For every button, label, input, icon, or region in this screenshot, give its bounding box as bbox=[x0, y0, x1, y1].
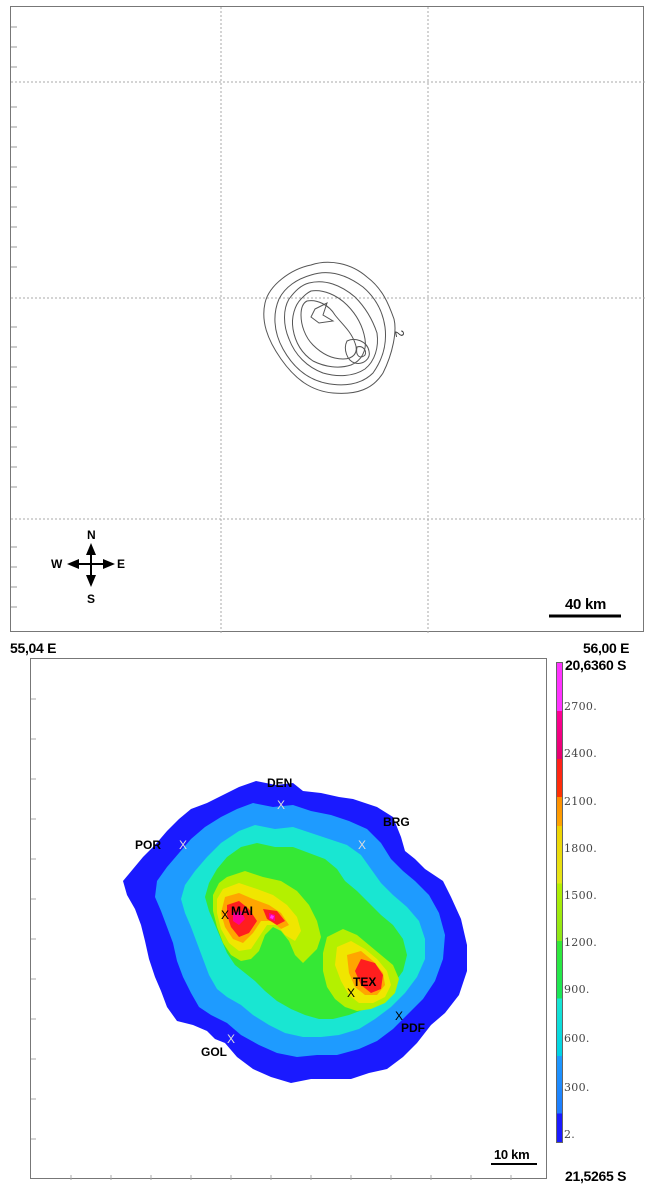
island-contours bbox=[263, 261, 396, 394]
place-label-tex: TEX bbox=[353, 975, 376, 989]
compass-rose: N S W E bbox=[51, 528, 125, 606]
north-latitude-label: 20,6360 S bbox=[565, 657, 627, 673]
elevation-color-bar bbox=[556, 662, 563, 1143]
place-label-gol: GOL bbox=[201, 1045, 227, 1059]
elevation-band-2400 bbox=[233, 911, 275, 925]
legend-label-2700: 2700. bbox=[564, 700, 597, 713]
place-marker-pdf: X bbox=[395, 1009, 403, 1023]
elevation-map: X DEN X BRG X POR X MAI X TEX X PDF X GO… bbox=[30, 658, 547, 1180]
place-label-mai: MAI bbox=[231, 904, 253, 918]
legend-label-2: 2. bbox=[564, 1128, 576, 1141]
elevation-map-canvas: X DEN X BRG X POR X MAI X TEX X PDF X GO… bbox=[31, 698, 537, 1180]
place-markers: X DEN X BRG X POR X MAI X TEX X PDF X GO… bbox=[135, 776, 425, 1059]
place-marker-tex: X bbox=[347, 986, 355, 1000]
compass-north-label: N bbox=[87, 528, 96, 542]
legend-label-300: 300. bbox=[564, 1081, 590, 1094]
place-label-brg: BRG bbox=[383, 815, 410, 829]
legend-label-1500: 1500. bbox=[564, 889, 597, 902]
graticule bbox=[11, 7, 645, 633]
overview-map-canvas: 2 N S W E 40 km bbox=[11, 7, 645, 633]
south-arrow-icon bbox=[86, 575, 96, 587]
elevation-band-2700 bbox=[270, 915, 274, 919]
place-marker-brg: X bbox=[358, 838, 366, 852]
compass-south-label: S bbox=[87, 592, 95, 606]
west-arrow-icon bbox=[67, 559, 79, 569]
elevation-band-1800 bbox=[221, 893, 385, 995]
place-marker-mai: X bbox=[221, 908, 229, 922]
east-longitude-label: 56,00 E bbox=[583, 640, 630, 656]
place-marker-den: X bbox=[277, 798, 285, 812]
legend-label-2100: 2100. bbox=[564, 795, 597, 808]
left-ticks bbox=[11, 26, 17, 608]
legend-label-1800: 1800. bbox=[564, 842, 597, 855]
top-scale-label: 40 km bbox=[565, 596, 606, 613]
elevation-bands bbox=[123, 781, 467, 1083]
legend-label-600: 600. bbox=[564, 1032, 590, 1045]
legend-label-1200: 1200. bbox=[564, 936, 597, 949]
west-longitude-label: 55,04 E bbox=[10, 640, 57, 656]
legend-label-2400: 2400. bbox=[564, 747, 597, 760]
north-arrow-icon bbox=[86, 543, 96, 555]
bottom-scale-label: 10 km bbox=[494, 1147, 529, 1162]
compass-west-label: W bbox=[51, 557, 63, 571]
place-marker-por: X bbox=[179, 838, 187, 852]
elevation-band-2100 bbox=[227, 901, 383, 993]
place-label-pdf: PDF bbox=[401, 1021, 425, 1035]
place-label-por: POR bbox=[135, 838, 161, 852]
place-marker-gol: X bbox=[227, 1032, 235, 1046]
frame-ticks bbox=[31, 698, 512, 1180]
south-latitude-label: 21,5265 S bbox=[565, 1168, 627, 1184]
east-arrow-icon bbox=[103, 559, 115, 569]
overview-map: 2 N S W E 40 km bbox=[10, 6, 645, 633]
contour-label: 2 bbox=[392, 329, 407, 338]
compass-east-label: E bbox=[117, 557, 125, 571]
legend-label-900: 900. bbox=[564, 983, 590, 996]
place-label-den: DEN bbox=[267, 776, 292, 790]
